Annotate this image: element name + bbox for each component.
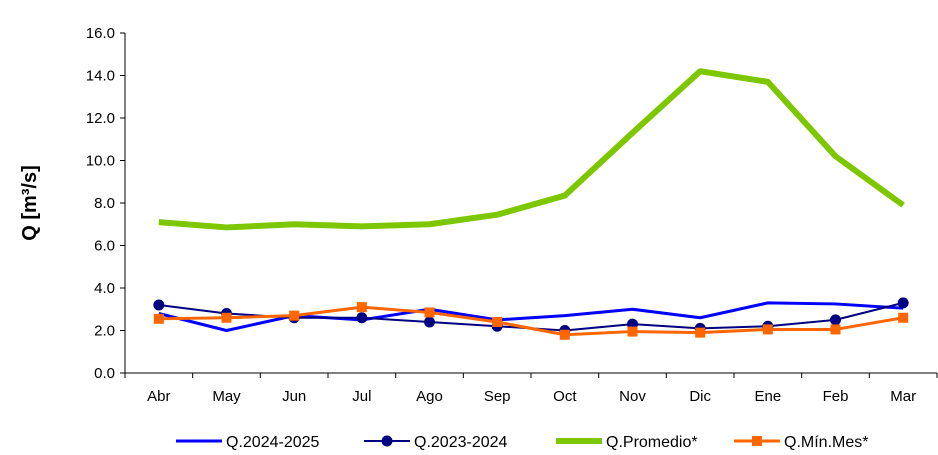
x-tick-label: Ago xyxy=(416,388,443,405)
legend-marker xyxy=(381,435,393,447)
x-axis-ticks: Abr May Jun Jul Ago Sep Oct Nov Dic Ene Feb Mar xyxy=(124,373,938,405)
x-tick-label: Oct xyxy=(553,388,577,405)
data-point xyxy=(830,314,841,326)
legend-label: Q.Promedio* xyxy=(606,434,698,451)
data-point xyxy=(221,312,232,323)
legend-item-4: Q.Mín.Mes* xyxy=(734,434,868,451)
y-tick-label: 10.0 xyxy=(86,153,115,170)
data-point xyxy=(424,316,435,328)
x-tick-label: May xyxy=(212,388,241,405)
series-1 xyxy=(158,301,904,332)
x-tick-label: Jun xyxy=(282,388,306,405)
y-tick-label: 8.0 xyxy=(94,195,115,212)
y-axis-ticks: 0.0 2.0 4.0 6.0 8.0 10.0 12.0 14.0 16.0 xyxy=(86,25,125,382)
plot-area xyxy=(153,68,909,340)
y-tick-label: 4.0 xyxy=(94,280,115,297)
legend-label: Q.Mín.Mes* xyxy=(784,434,868,451)
data-point xyxy=(356,312,368,324)
x-tick-label: Abr xyxy=(147,388,170,405)
y-tick-label: 2.0 xyxy=(94,323,115,340)
data-point xyxy=(627,326,638,337)
axes xyxy=(124,33,937,374)
series-3 xyxy=(158,68,905,231)
series-line xyxy=(158,305,904,337)
series-line xyxy=(158,68,905,231)
legend-item-2: Q.2023-2024 xyxy=(364,434,508,451)
x-tick-label: Dic xyxy=(689,388,711,405)
y-tick-label: 14.0 xyxy=(86,68,115,85)
x-tick-label: Jul xyxy=(352,388,371,405)
legend-item-1: Q.2024-2025 xyxy=(176,434,320,451)
legend-marker xyxy=(752,436,762,446)
data-point xyxy=(153,299,165,311)
data-point xyxy=(559,329,570,340)
data-point xyxy=(424,307,435,318)
x-tick-label: Mar xyxy=(890,388,916,405)
series-line xyxy=(158,301,904,332)
legend: Q.2024-2025 Q.2023-2024 Q.Promedio* Q.Mín.M… xyxy=(176,434,868,451)
data-point xyxy=(830,324,841,335)
x-tick-label: Feb xyxy=(823,388,849,405)
data-point xyxy=(762,324,773,335)
data-point xyxy=(356,302,367,313)
x-tick-label: Nov xyxy=(619,388,646,405)
legend-item-3: Q.Promedio* xyxy=(556,434,698,451)
y-axis-label: Q [m³/s] xyxy=(19,165,41,241)
y-tick-label: 16.0 xyxy=(86,25,115,42)
legend-label: Q.2024-2025 xyxy=(226,434,320,451)
y-tick-label: 12.0 xyxy=(86,110,115,127)
x-tick-label: Sep xyxy=(484,388,511,405)
data-point xyxy=(289,310,300,321)
data-point xyxy=(897,297,909,309)
data-point xyxy=(153,313,164,324)
y-tick-label: 0.0 xyxy=(94,365,115,382)
data-point xyxy=(898,312,909,323)
data-point xyxy=(492,317,503,327)
series-4 xyxy=(153,302,909,340)
y-tick-label: 6.0 xyxy=(94,238,115,255)
x-tick-label: Ene xyxy=(754,388,781,405)
data-point xyxy=(695,327,706,338)
legend-label: Q.2023-2024 xyxy=(414,434,508,451)
